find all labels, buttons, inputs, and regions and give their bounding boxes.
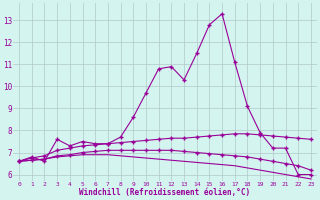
X-axis label: Windchill (Refroidissement éolien,°C): Windchill (Refroidissement éolien,°C) — [79, 188, 251, 197]
